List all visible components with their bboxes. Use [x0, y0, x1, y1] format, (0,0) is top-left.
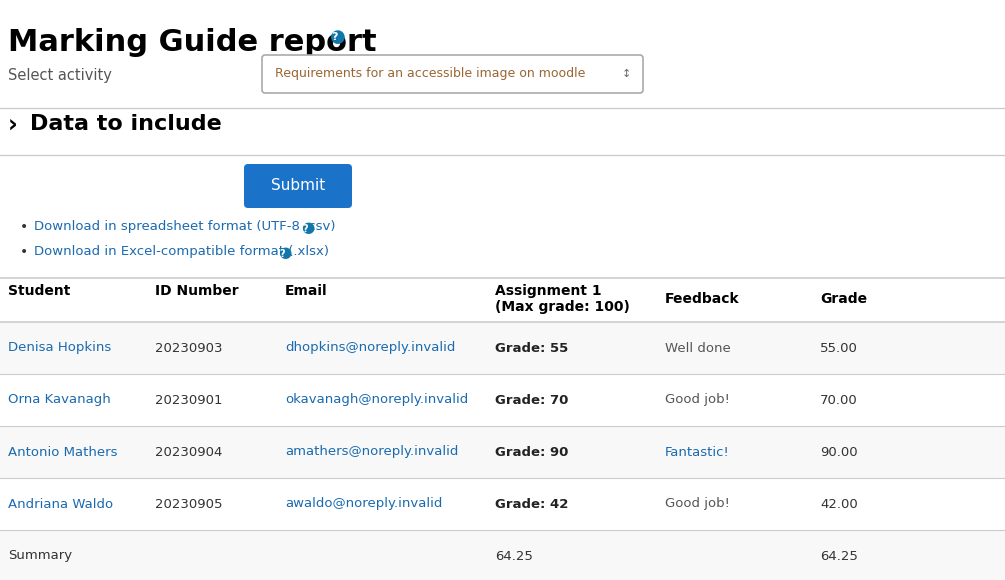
Bar: [0, 426, 1005, 478]
Text: •: •: [20, 245, 28, 259]
Text: Grade: Grade: [820, 292, 867, 306]
Text: ↕: ↕: [621, 69, 631, 79]
Text: Good job!: Good job!: [665, 393, 730, 407]
Text: 55.00: 55.00: [820, 342, 858, 354]
Text: okavanagh@noreply.invalid: okavanagh@noreply.invalid: [285, 393, 468, 407]
Text: ●: ●: [278, 245, 291, 260]
Text: Well done: Well done: [665, 342, 731, 354]
Text: 64.25: 64.25: [820, 549, 858, 563]
Text: 70.00: 70.00: [820, 393, 857, 407]
Text: (Max grade: 100): (Max grade: 100): [495, 300, 630, 314]
Bar: [0, 478, 1005, 530]
Text: Submit: Submit: [271, 179, 326, 194]
Text: ›: ›: [8, 114, 18, 138]
Text: awaldo@noreply.invalid: awaldo@noreply.invalid: [285, 498, 442, 510]
Text: Andriana Waldo: Andriana Waldo: [8, 498, 114, 510]
Text: ?: ?: [302, 224, 308, 234]
Bar: [0, 530, 1005, 580]
Text: Download in Excel-compatible format (.xlsx): Download in Excel-compatible format (.xl…: [34, 245, 329, 258]
Text: 90.00: 90.00: [820, 445, 857, 459]
Text: 20230903: 20230903: [155, 342, 222, 354]
Text: Fantastic!: Fantastic!: [665, 445, 730, 459]
Bar: [0, 374, 1005, 426]
Text: Grade: 70: Grade: 70: [495, 393, 569, 407]
Text: ?: ?: [279, 249, 284, 259]
Text: 42.00: 42.00: [820, 498, 857, 510]
Text: Grade: 55: Grade: 55: [495, 342, 568, 354]
Text: ID Number: ID Number: [155, 284, 238, 298]
Text: 20230904: 20230904: [155, 445, 222, 459]
Text: Orna Kavanagh: Orna Kavanagh: [8, 393, 111, 407]
Text: 64.25: 64.25: [495, 549, 533, 563]
FancyBboxPatch shape: [244, 164, 352, 208]
Text: ●: ●: [302, 220, 315, 235]
Text: Data to include: Data to include: [30, 114, 222, 134]
Text: dhopkins@noreply.invalid: dhopkins@noreply.invalid: [285, 342, 455, 354]
Text: Marking Guide report: Marking Guide report: [8, 28, 377, 57]
Text: 20230905: 20230905: [155, 498, 222, 510]
Bar: [0, 322, 1005, 374]
Text: Download in spreadsheet format (UTF-8 .csv): Download in spreadsheet format (UTF-8 .c…: [34, 220, 336, 233]
Text: Grade: 42: Grade: 42: [495, 498, 569, 510]
Text: ●: ●: [330, 28, 346, 46]
Text: Assignment 1: Assignment 1: [495, 284, 602, 298]
Text: •: •: [20, 220, 28, 234]
Text: amathers@noreply.invalid: amathers@noreply.invalid: [285, 445, 458, 459]
Text: Requirements for an accessible image on moodle: Requirements for an accessible image on …: [275, 67, 585, 81]
FancyBboxPatch shape: [262, 55, 643, 93]
Text: Grade: 90: Grade: 90: [495, 445, 569, 459]
Text: ?: ?: [331, 32, 338, 42]
Text: 20230901: 20230901: [155, 393, 222, 407]
Text: Email: Email: [285, 284, 328, 298]
Text: Summary: Summary: [8, 549, 72, 563]
Text: Denisa Hopkins: Denisa Hopkins: [8, 342, 112, 354]
Text: Student: Student: [8, 284, 70, 298]
Text: Antonio Mathers: Antonio Mathers: [8, 445, 118, 459]
Text: Select activity: Select activity: [8, 68, 112, 83]
Text: Good job!: Good job!: [665, 498, 730, 510]
Text: Feedback: Feedback: [665, 292, 740, 306]
